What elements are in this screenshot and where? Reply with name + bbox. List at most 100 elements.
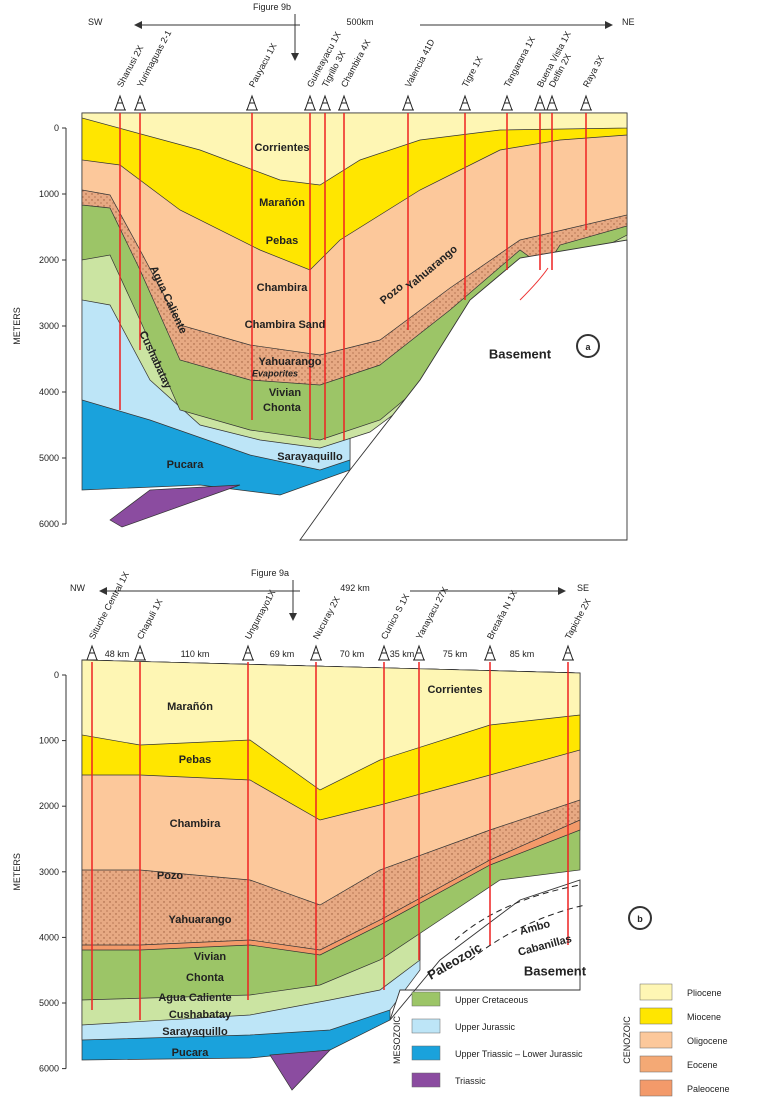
figure-ref: Figure 9b bbox=[253, 2, 291, 12]
legend-label: Paleocene bbox=[687, 1084, 730, 1094]
well-rig bbox=[242, 644, 254, 661]
formation-label: Vivian bbox=[194, 951, 226, 963]
formation-label: Pozo bbox=[157, 870, 184, 882]
well-name: Yanayacu 27X bbox=[414, 585, 450, 641]
well-rig bbox=[114, 94, 126, 111]
well-spacing: 35 km bbox=[390, 649, 415, 659]
formation-label: Agua Caliente bbox=[158, 992, 231, 1004]
distance: 492 km bbox=[340, 583, 370, 593]
well-spacing: 69 km bbox=[270, 649, 295, 659]
depth-tick: 4000 bbox=[39, 387, 59, 397]
formation-label: Marañón bbox=[259, 197, 305, 209]
well-name: Tapiche 2X bbox=[563, 597, 593, 641]
formation-label: Sarayaquillo bbox=[162, 1026, 228, 1038]
layer bbox=[81, 659, 581, 791]
legend-label: Upper Jurassic bbox=[455, 1022, 516, 1032]
well-name: Raya 3X bbox=[581, 54, 606, 89]
well-rig bbox=[459, 94, 471, 111]
depth-tick: 2000 bbox=[39, 255, 59, 265]
formation-label: Basement bbox=[489, 346, 552, 361]
well-name: Pauyacu 1X bbox=[247, 41, 279, 89]
layer bbox=[81, 112, 628, 186]
well-rig bbox=[319, 94, 331, 111]
legend-swatch bbox=[411, 1018, 441, 1034]
section-a-layers bbox=[81, 112, 628, 541]
depth-tick: 2000 bbox=[39, 801, 59, 811]
legend-label: Upper Cretaceous bbox=[455, 995, 529, 1005]
well-spacing: 48 km bbox=[105, 649, 130, 659]
contact bbox=[454, 884, 586, 961]
well-rig bbox=[413, 644, 425, 661]
depth-tick: 1000 bbox=[39, 189, 59, 199]
legend-swatch bbox=[639, 1007, 673, 1025]
panel-label: b bbox=[637, 914, 643, 924]
section-b-layers bbox=[81, 659, 586, 1091]
legend-swatch bbox=[411, 1045, 441, 1061]
well-name: Chambira 4X bbox=[339, 38, 372, 89]
panel-badge bbox=[628, 906, 652, 930]
formation-label: Yahuarango bbox=[169, 914, 232, 926]
well-rig bbox=[134, 644, 146, 661]
formation-label: Chambira Sand bbox=[245, 319, 326, 331]
depth-tick: 6000 bbox=[39, 519, 59, 529]
depth-tick: 3000 bbox=[39, 321, 59, 331]
depth-tick: 5000 bbox=[39, 453, 59, 463]
well-rig bbox=[562, 644, 574, 661]
well-name: Ungumayo1X bbox=[243, 588, 277, 641]
formation-label: Corrientes bbox=[254, 142, 309, 154]
panel-badge bbox=[576, 334, 600, 358]
legend-group: MESOZOIC bbox=[392, 1016, 402, 1065]
direction: NE bbox=[622, 17, 635, 27]
fault bbox=[519, 267, 549, 301]
legend-swatch bbox=[411, 1072, 441, 1088]
direction: SW bbox=[88, 17, 103, 27]
basement bbox=[389, 879, 581, 1021]
well-spacing: 70 km bbox=[340, 649, 365, 659]
axis-label: METERS bbox=[12, 853, 22, 891]
depth-tick: 1000 bbox=[39, 736, 59, 746]
well-name: Bretaña N 1X bbox=[485, 589, 519, 641]
well-rig bbox=[246, 94, 258, 111]
formation-label: Marañón bbox=[167, 701, 213, 713]
formation-label: Cushabatay bbox=[169, 1009, 232, 1021]
well-rig bbox=[310, 644, 322, 661]
well-name: Yurimaguas 2-1 bbox=[135, 29, 173, 89]
well-name: Nucuray 2X bbox=[311, 595, 342, 641]
formation-label: Chonta bbox=[186, 972, 225, 984]
formation-label: Basement bbox=[524, 963, 587, 978]
well-rig bbox=[580, 94, 592, 111]
formation-label: Chonta bbox=[263, 402, 302, 414]
distance: 500km bbox=[346, 17, 373, 27]
direction: SE bbox=[577, 583, 589, 593]
formation-label: Corrientes bbox=[427, 684, 482, 696]
layer bbox=[109, 484, 241, 528]
formation-label: Chambira bbox=[170, 818, 222, 830]
well-rig bbox=[304, 94, 316, 111]
formation-label: Chambira bbox=[257, 282, 309, 294]
well-name: Cunico S 1X bbox=[379, 592, 411, 641]
figure-ref: Figure 9a bbox=[251, 568, 289, 578]
formation-label: Vivian bbox=[269, 387, 301, 399]
legend-label: Eocene bbox=[687, 1060, 718, 1070]
well-rig bbox=[86, 644, 98, 661]
depth-tick: 0 bbox=[54, 123, 59, 133]
depth-tick: 0 bbox=[54, 670, 59, 680]
well-rig bbox=[338, 94, 350, 111]
legend-label: Pliocene bbox=[687, 988, 722, 998]
formation-label: Evaporites bbox=[252, 368, 298, 378]
formation-label: Pucara bbox=[167, 459, 205, 471]
well-rig bbox=[501, 94, 513, 111]
depth-tick: 4000 bbox=[39, 932, 59, 942]
layer bbox=[269, 1049, 331, 1091]
legend-swatch bbox=[639, 1055, 673, 1073]
well-name: Valencia 41D bbox=[403, 37, 437, 89]
legend-label: Upper Triassic – Lower Jurassic bbox=[455, 1049, 583, 1059]
panel-label: a bbox=[585, 342, 591, 352]
legend-swatch bbox=[639, 1079, 673, 1097]
well-name: Situche Central 1X bbox=[87, 570, 131, 641]
well-name: Chapuli 1X bbox=[135, 597, 165, 641]
depth-tick: 5000 bbox=[39, 998, 59, 1008]
legend-label: Triassic bbox=[455, 1076, 486, 1086]
legend-swatch bbox=[639, 983, 673, 1001]
